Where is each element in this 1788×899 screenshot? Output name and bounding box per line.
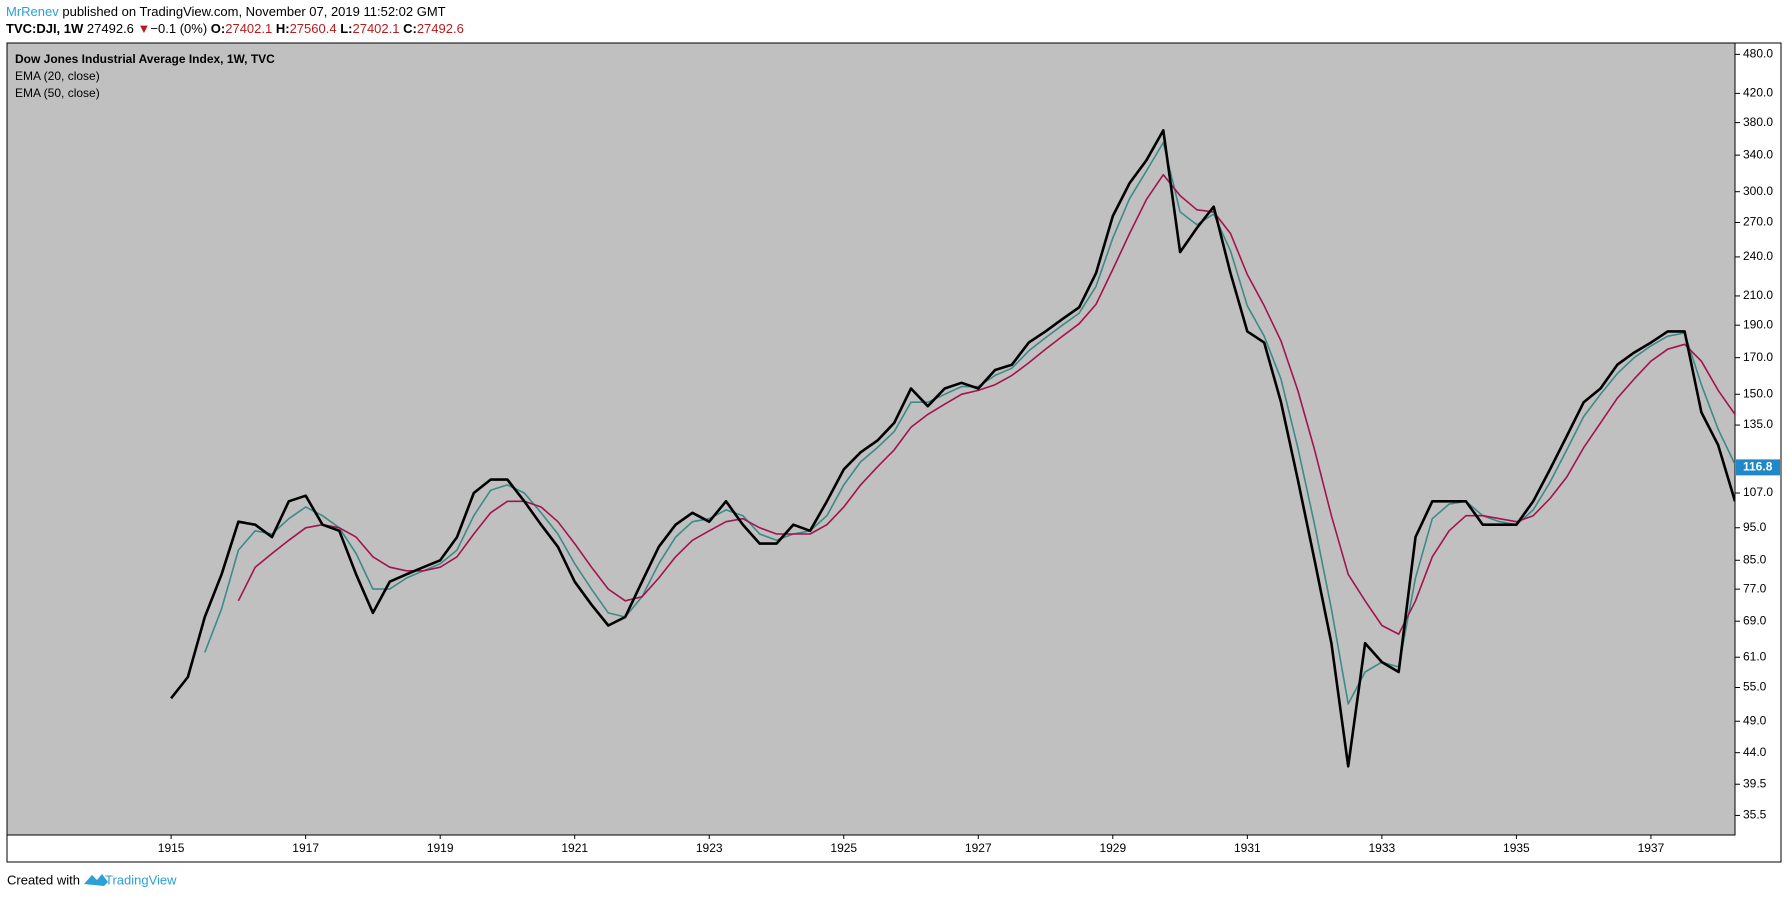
y-tick-label: 420.0 bbox=[1743, 86, 1773, 100]
y-tick-label: 300.0 bbox=[1743, 184, 1773, 198]
x-tick-label: 1919 bbox=[427, 841, 454, 855]
symbol: TVC:DJI, 1W bbox=[6, 21, 84, 36]
y-tick-label: 35.5 bbox=[1743, 808, 1767, 822]
arrow: ▼ bbox=[137, 21, 151, 36]
y-tick-label: 61.0 bbox=[1743, 649, 1767, 663]
x-tick-label: 1929 bbox=[1099, 841, 1126, 855]
y-tick-label: 44.0 bbox=[1743, 745, 1767, 759]
x-tick-label: 1927 bbox=[965, 841, 992, 855]
o: 27402.1 bbox=[225, 21, 273, 36]
x-tick-label: 1923 bbox=[696, 841, 723, 855]
last: 27492.6 bbox=[86, 21, 134, 36]
x-tick-label: 1935 bbox=[1503, 841, 1530, 855]
series-line bbox=[237, 173, 1735, 635]
c: 27492.6 bbox=[416, 21, 464, 36]
series-line bbox=[170, 129, 1735, 768]
y-tick-label: 85.0 bbox=[1743, 552, 1767, 566]
x-tick-label: 1937 bbox=[1638, 841, 1665, 855]
x-tick-label: 1931 bbox=[1234, 841, 1261, 855]
y-tick-label: 170.0 bbox=[1743, 350, 1773, 364]
y-tick-label: 107.0 bbox=[1743, 485, 1773, 499]
y-tick-label: 69.0 bbox=[1743, 613, 1767, 627]
h-label: H: bbox=[275, 21, 290, 36]
y-tick-label: 190.0 bbox=[1743, 317, 1773, 331]
x-tick-label: 1917 bbox=[292, 841, 319, 855]
o-label: O: bbox=[210, 21, 226, 36]
change: −0.1 (0%) bbox=[150, 21, 208, 36]
logo bbox=[84, 874, 108, 886]
legend-2: EMA (50, close) bbox=[15, 86, 100, 100]
series-group bbox=[170, 129, 1735, 768]
footer-brand[interactable]: TradingView bbox=[105, 872, 177, 887]
plot-area bbox=[6, 42, 1736, 836]
price-marker-label: 116.8 bbox=[1743, 460, 1773, 474]
y-tick-label: 77.0 bbox=[1743, 581, 1767, 595]
y-tick-label: 49.0 bbox=[1743, 713, 1767, 727]
x-tick-label: 1925 bbox=[830, 841, 857, 855]
price-marker bbox=[1736, 459, 1780, 476]
c-label: C: bbox=[403, 21, 417, 36]
y-tick-label: 240.0 bbox=[1743, 249, 1773, 263]
y-tick-label: 150.0 bbox=[1743, 386, 1773, 400]
y-tick-label: 210.0 bbox=[1743, 288, 1773, 302]
x-tick-label: 1915 bbox=[158, 841, 185, 855]
l-label: L: bbox=[340, 21, 353, 36]
x-tick-label: 1933 bbox=[1369, 841, 1396, 855]
legend-1: EMA (20, close) bbox=[15, 69, 100, 83]
x-tick-label: 1921 bbox=[561, 841, 588, 855]
y-tick-label: 380.0 bbox=[1743, 115, 1773, 129]
published: published on TradingView.com, November 0… bbox=[58, 4, 446, 19]
y-tick-label: 95.0 bbox=[1743, 520, 1767, 534]
quote-line: TVC:DJI, 1W 27492.6 ▼−0.1 (0%) O:27402.1… bbox=[6, 21, 464, 36]
l: 27402.1 bbox=[352, 21, 400, 36]
y-tick-label: 55.0 bbox=[1743, 680, 1767, 694]
y-tick-label: 135.0 bbox=[1743, 417, 1773, 431]
footer-created: Created with bbox=[7, 872, 80, 887]
y-tick-label: 39.5 bbox=[1743, 776, 1767, 790]
publish-line: MrRenev published on TradingView.com, No… bbox=[6, 4, 446, 19]
h: 27560.4 bbox=[289, 21, 337, 36]
legend-0: Dow Jones Industrial Average Index, 1W, … bbox=[15, 52, 275, 66]
y-tick-label: 480.0 bbox=[1743, 47, 1773, 61]
author[interactable]: MrRenev bbox=[6, 4, 59, 19]
y-tick-label: 340.0 bbox=[1743, 147, 1773, 161]
y-tick-label: 270.0 bbox=[1743, 215, 1773, 229]
